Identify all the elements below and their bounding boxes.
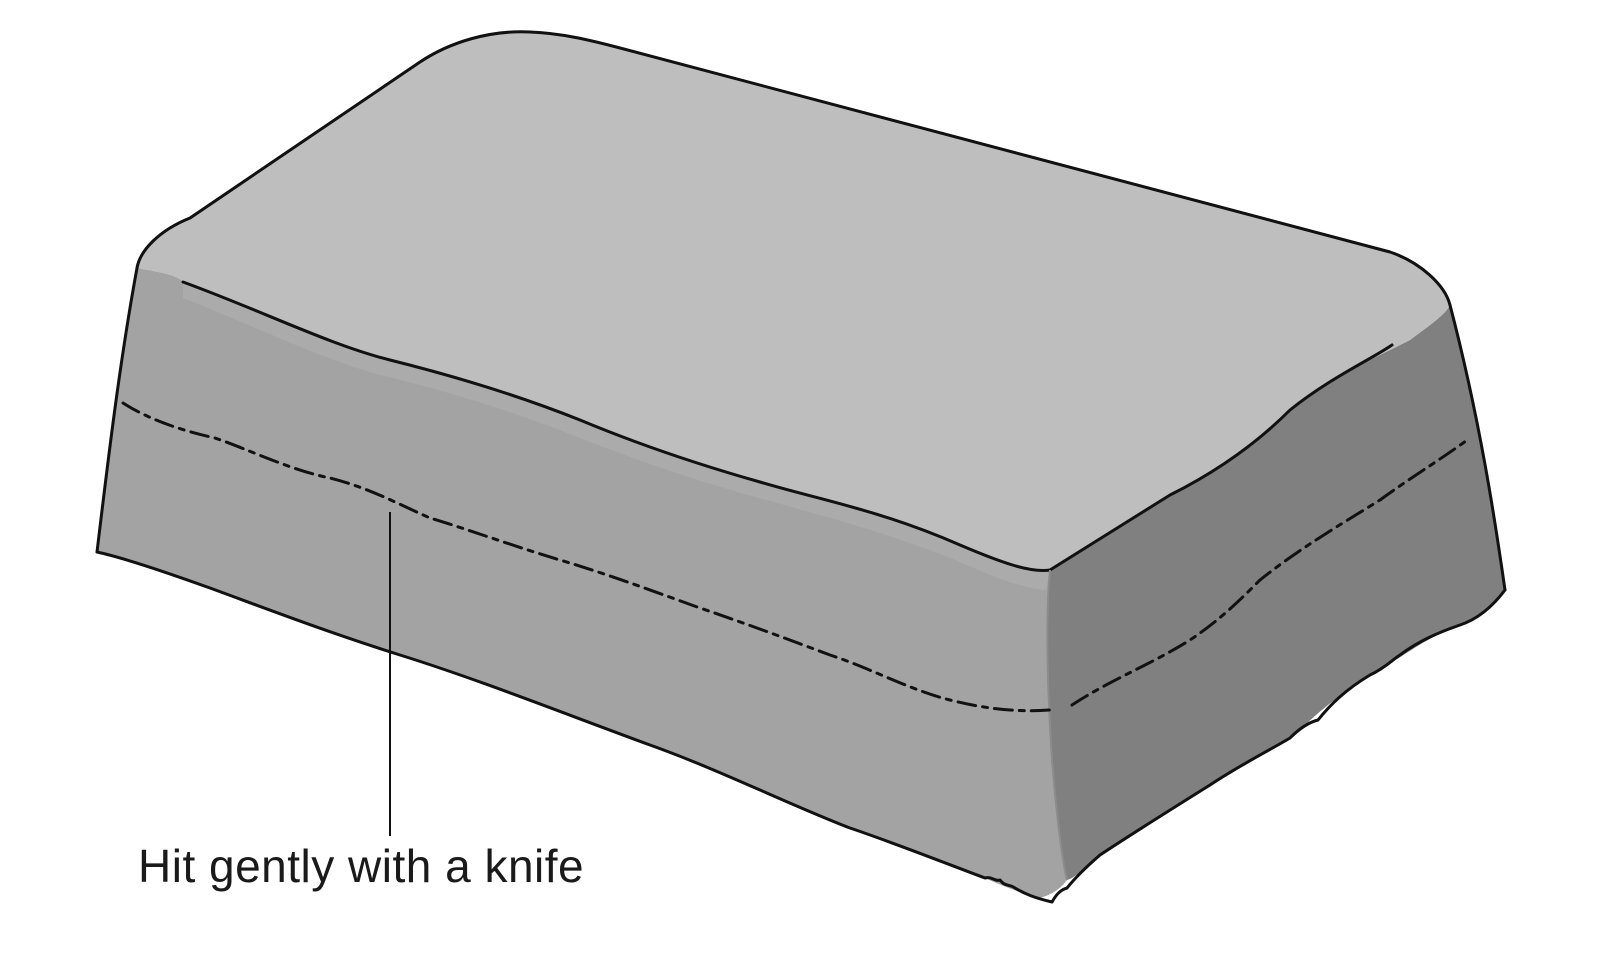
side-ridge-line [1048, 343, 1394, 572]
block-front-face [97, 268, 1067, 898]
cut-line-side [1070, 436, 1472, 707]
front-ridge-line [181, 280, 1052, 572]
cut-line-front [121, 401, 1052, 713]
right-edge-line [1448, 303, 1507, 592]
block-top-face [137, 31, 1450, 571]
top-face-outline [135, 30, 1452, 307]
block-side-face [1047, 305, 1505, 880]
corner-edge-line [1046, 569, 1068, 881]
side-bottom-edge [1065, 588, 1507, 890]
front-bottom-edge [95, 550, 1069, 904]
callout-label: Hit gently with a knife [138, 840, 584, 892]
left-edge-line [95, 266, 139, 554]
